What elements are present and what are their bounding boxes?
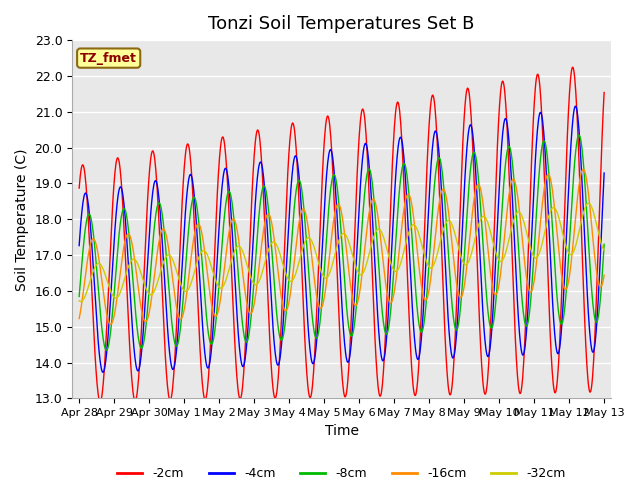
Line: -2cm: -2cm [79, 67, 604, 402]
-16cm [495, 285, 502, 290]
-8cm [129, 282, 137, 288]
-8cm [76, 294, 83, 300]
Text: TZ_fmet: TZ_fmet [80, 52, 137, 65]
Legend: -2cm, -4cm, -8cm, -16cm, -32cm: -2cm, -4cm, -8cm, -16cm, -32cm [113, 462, 571, 480]
-2cm [600, 90, 608, 96]
-2cm [569, 64, 577, 70]
-4cm [485, 351, 493, 357]
-2cm [76, 185, 83, 191]
-2cm [436, 209, 444, 215]
-4cm [288, 173, 296, 179]
Line: -4cm: -4cm [79, 106, 604, 372]
-32cm [584, 200, 592, 206]
Title: Tonzi Soil Temperatures Set B: Tonzi Soil Temperatures Set B [209, 15, 475, 33]
X-axis label: Time: Time [324, 424, 358, 438]
-32cm [307, 237, 315, 242]
-4cm [495, 197, 502, 203]
-8cm [575, 132, 583, 138]
-4cm [307, 354, 315, 360]
-2cm [495, 120, 502, 126]
-8cm [436, 157, 444, 163]
-8cm [102, 348, 110, 353]
-8cm [495, 262, 502, 267]
-32cm [600, 247, 608, 253]
-4cm [600, 170, 608, 176]
-4cm [76, 243, 83, 249]
-4cm [572, 103, 579, 109]
Line: -8cm: -8cm [79, 135, 604, 350]
-2cm [97, 399, 104, 405]
-16cm [288, 278, 296, 284]
-8cm [307, 299, 315, 305]
-2cm [307, 394, 315, 399]
-8cm [288, 233, 296, 239]
-32cm [495, 257, 502, 263]
-2cm [129, 391, 137, 397]
Line: -32cm: -32cm [79, 203, 604, 301]
-4cm [99, 370, 107, 375]
-32cm [288, 278, 296, 284]
-16cm [307, 247, 315, 252]
-32cm [485, 224, 493, 229]
-4cm [129, 337, 137, 343]
-16cm [129, 248, 137, 253]
-32cm [436, 239, 444, 245]
-16cm [436, 194, 444, 200]
-32cm [77, 299, 84, 304]
-8cm [600, 241, 608, 247]
-32cm [129, 256, 137, 262]
-8cm [485, 317, 493, 323]
-16cm [579, 167, 587, 172]
-32cm [76, 298, 83, 304]
-2cm [485, 355, 493, 360]
-4cm [436, 166, 444, 172]
Line: -16cm: -16cm [79, 169, 604, 324]
Y-axis label: Soil Temperature (C): Soil Temperature (C) [15, 148, 29, 290]
-16cm [76, 316, 83, 322]
-16cm [600, 272, 608, 278]
-2cm [288, 121, 296, 127]
-16cm [485, 257, 493, 263]
-16cm [107, 322, 115, 327]
